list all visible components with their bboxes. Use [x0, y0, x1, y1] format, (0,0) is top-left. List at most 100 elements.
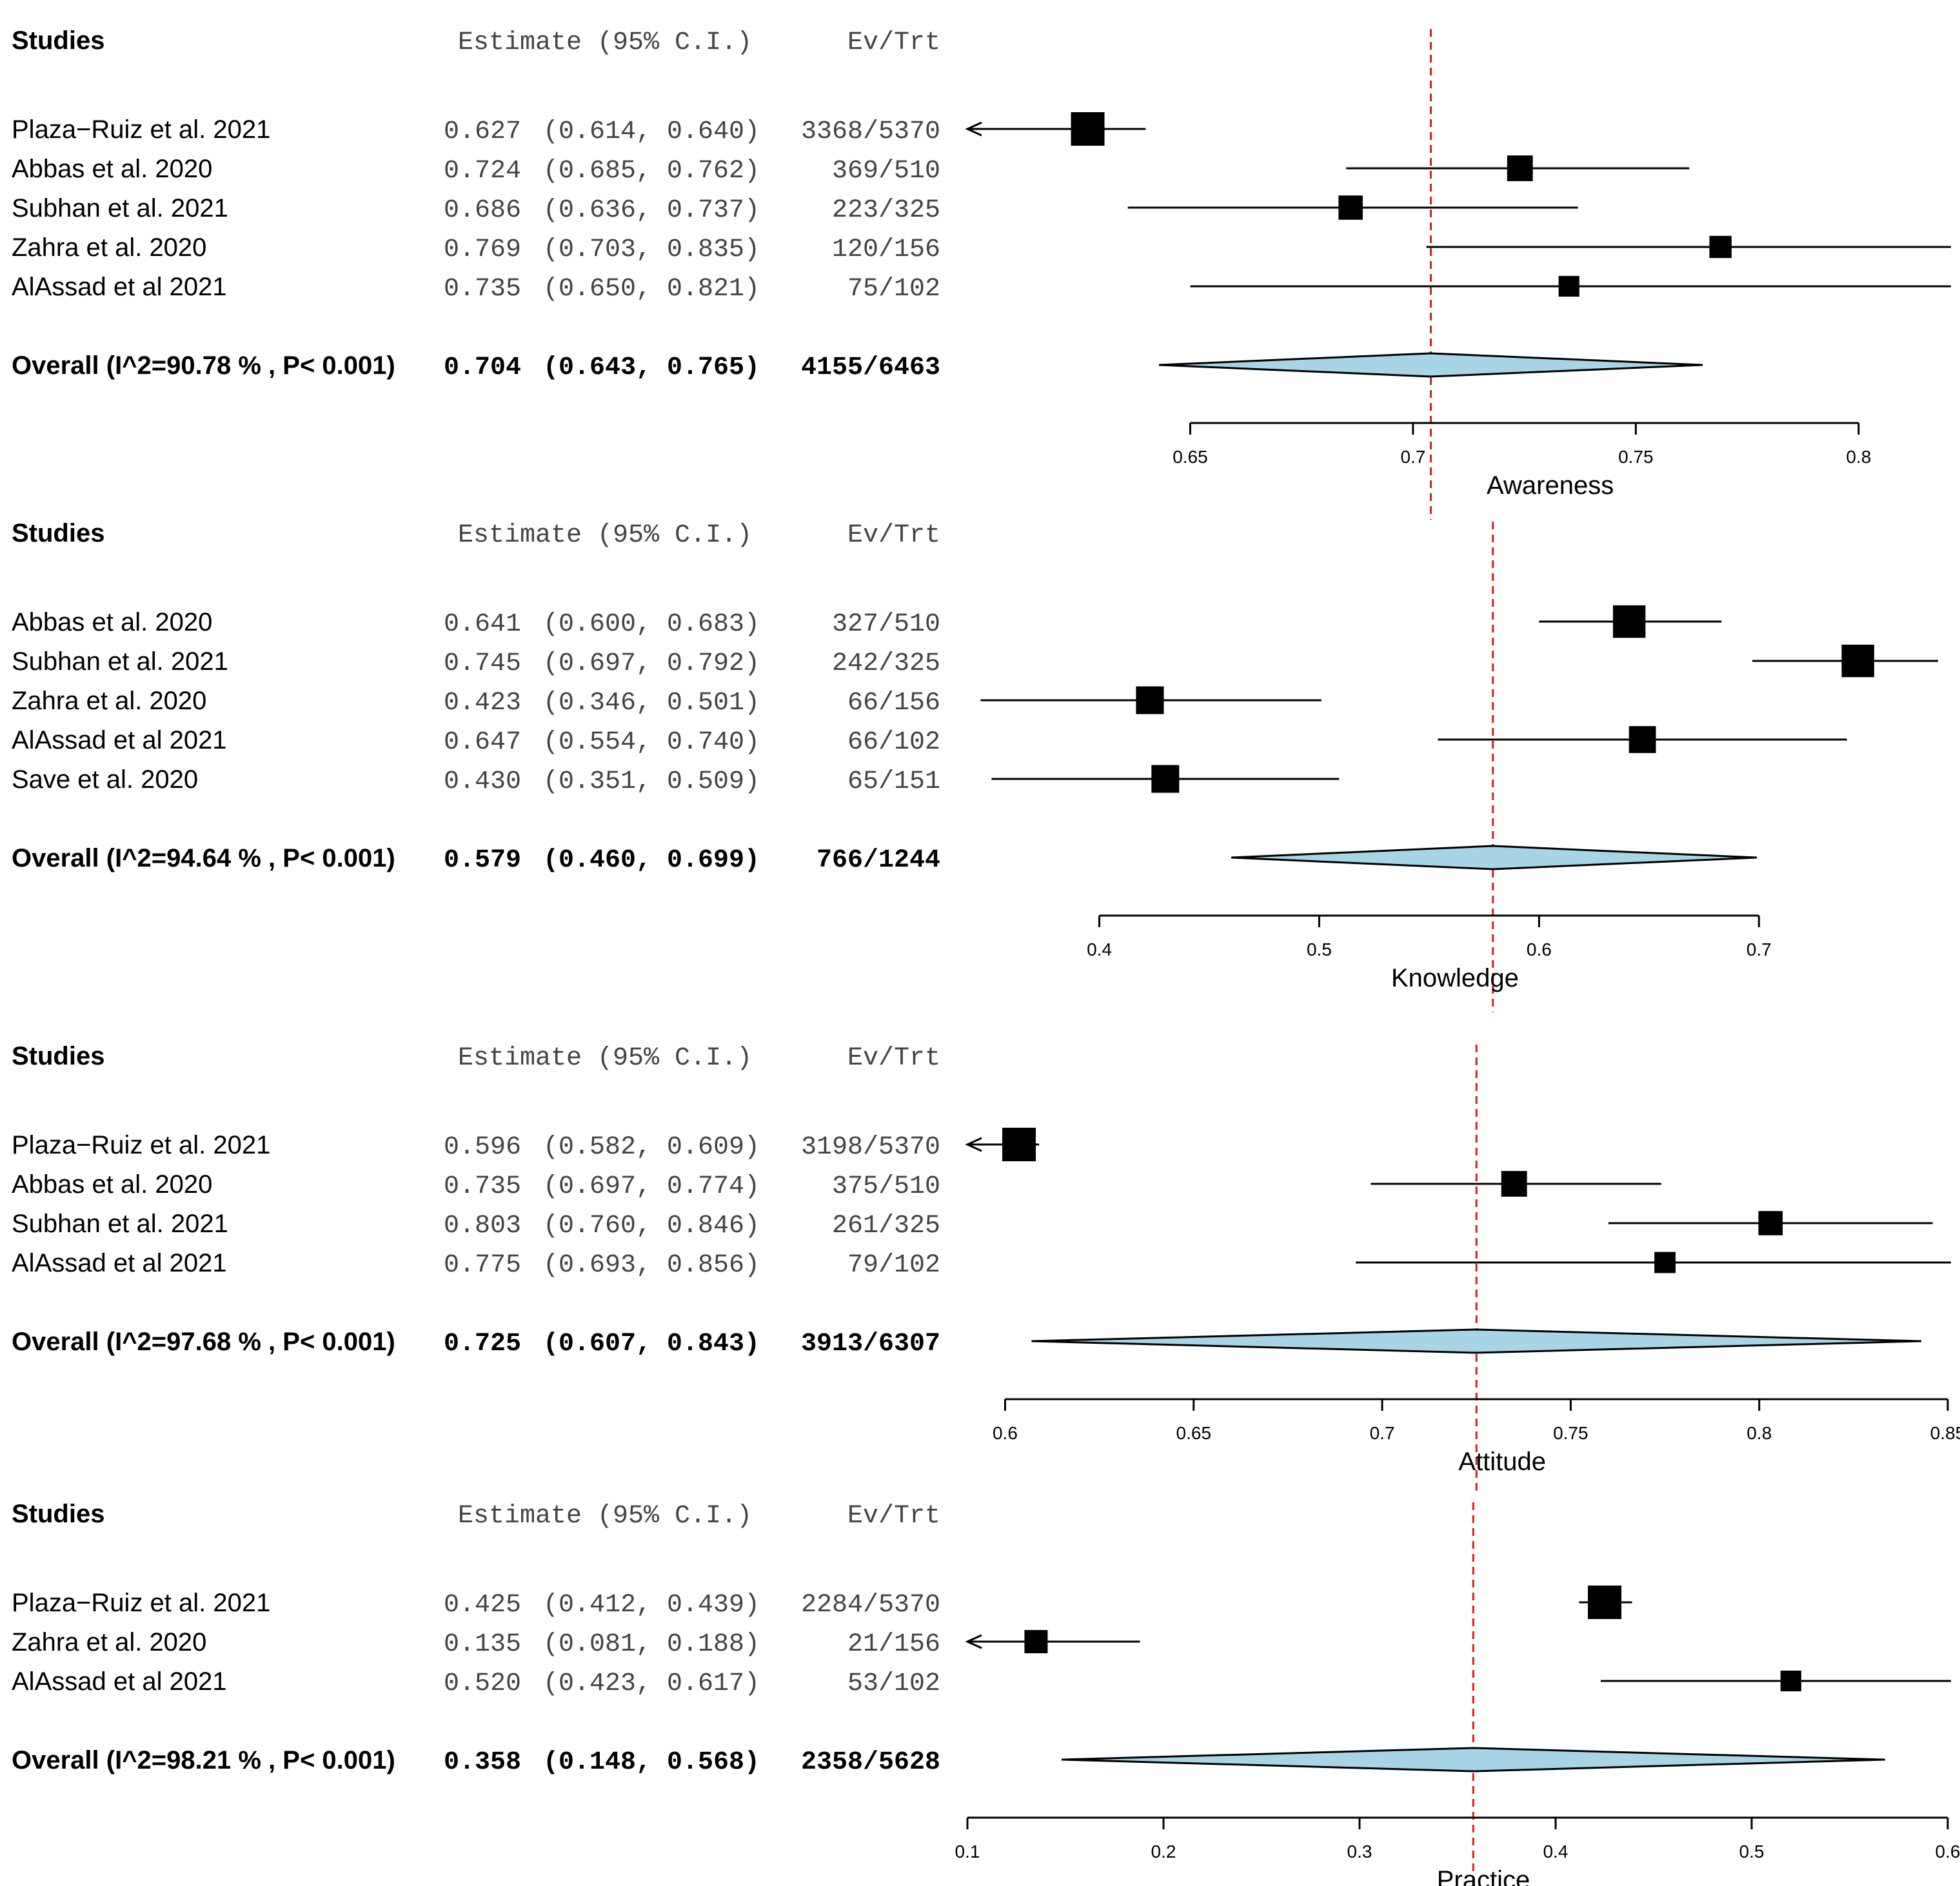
- x-tick-label: 0.5: [1739, 1842, 1765, 1861]
- study-ev-trt: 369/510: [832, 157, 940, 186]
- study-ci: (0.351, 0.509): [543, 767, 760, 796]
- study-name: Zahra et al. 2020: [12, 687, 206, 715]
- header-estimate: Estimate (95% C.I.): [458, 28, 752, 57]
- x-tick-label: 0.3: [1347, 1842, 1372, 1861]
- study-point: [1654, 1252, 1676, 1273]
- overall-label: Overall (I^2=94.64 % , P< 0.001): [12, 844, 395, 872]
- study-ev-trt: 120/156: [832, 235, 940, 264]
- header-estimate: Estimate (95% C.I.): [458, 1502, 752, 1531]
- study-point: [1136, 686, 1164, 714]
- x-tick-label: 0.2: [1151, 1842, 1176, 1861]
- header-studies: Studies: [12, 26, 104, 55]
- study-name: Abbas et al. 2020: [12, 155, 212, 183]
- study-name: AlAssad et al 2021: [12, 1667, 227, 1696]
- study-estimate: 0.647: [444, 728, 521, 757]
- x-tick-label: 0.6: [1527, 939, 1552, 959]
- study-estimate: 0.745: [444, 649, 521, 678]
- study-point: [1841, 644, 1874, 678]
- overall-ci: (0.643, 0.765): [543, 353, 760, 382]
- study-ev-trt: 327/510: [832, 610, 940, 639]
- forest-panel-practice: Studies Estimate (95% C.I.) Ev/Trt Plaza−Ru…: [12, 1500, 1960, 1886]
- study-name: Subhan et al. 2021: [12, 194, 228, 222]
- overall-estimate: 0.358: [444, 1748, 521, 1777]
- study-estimate: 0.423: [444, 689, 521, 718]
- x-tick-label: 0.8: [1747, 1423, 1772, 1443]
- study-name: Subhan et al. 2021: [12, 647, 228, 676]
- study-name: Save et al. 2020: [12, 765, 198, 794]
- study-point: [1501, 1171, 1527, 1197]
- study-ci: (0.600, 0.683): [543, 610, 760, 639]
- header-estimate: Estimate (95% C.I.): [458, 1044, 752, 1073]
- study-point: [1709, 235, 1732, 259]
- study-point: [1558, 275, 1579, 297]
- x-tick-label: 0.75: [1553, 1423, 1589, 1443]
- study-ev-trt: 242/325: [832, 649, 940, 678]
- x-tick-label: 0.4: [1087, 939, 1112, 959]
- study-point: [1780, 1670, 1801, 1692]
- x-tick-label: 0.6: [1935, 1842, 1960, 1861]
- overall-estimate: 0.725: [444, 1330, 521, 1359]
- x-tick-label: 0.6: [993, 1423, 1018, 1443]
- study-estimate: 0.686: [444, 196, 521, 225]
- x-tick-label: 0.75: [1618, 447, 1654, 467]
- study-ci: (0.703, 0.835): [543, 235, 760, 264]
- study-ev-trt: 3198/5370: [801, 1133, 940, 1162]
- study-name: Abbas et al. 2020: [12, 1170, 212, 1199]
- study-point: [1758, 1211, 1783, 1235]
- clip-arrow: [965, 1634, 982, 1649]
- study-estimate: 0.724: [444, 157, 521, 186]
- study-ci: (0.697, 0.792): [543, 649, 760, 678]
- study-name: Zahra et al. 2020: [12, 1628, 206, 1656]
- x-tick-label: 0.65: [1173, 447, 1208, 467]
- study-ci: (0.636, 0.737): [543, 196, 760, 225]
- x-axis-title: Practice: [1437, 1866, 1530, 1886]
- clip-arrow: [965, 1137, 982, 1152]
- clip-arrow: [965, 121, 982, 137]
- forest-panel-awareness: Studies Estimate (95% C.I.) Ev/Trt Plaza−Ru…: [12, 26, 1951, 520]
- overall-diamond: [1231, 845, 1757, 870]
- study-estimate: 0.735: [444, 275, 521, 304]
- x-tick-label: 0.85: [1930, 1423, 1960, 1443]
- overall-ev-trt: 4155/6463: [801, 353, 940, 382]
- study-ev-trt: 21/156: [847, 1630, 940, 1659]
- study-name: Subhan et al. 2021: [12, 1210, 228, 1238]
- study-point: [1024, 1630, 1048, 1653]
- study-ci: (0.614, 0.640): [543, 117, 760, 146]
- header-estimate: Estimate (95% C.I.): [458, 521, 752, 550]
- header-ev-trt: Ev/Trt: [847, 28, 940, 57]
- forest-panel-attitude: Studies Estimate (95% C.I.) Ev/Trt Plaza−Ru…: [12, 1042, 1960, 1496]
- header-studies: Studies: [12, 1500, 104, 1528]
- header-ev-trt: Ev/Trt: [847, 521, 940, 550]
- study-name: AlAssad et al 2021: [12, 1249, 227, 1277]
- study-point: [1588, 1586, 1621, 1619]
- study-ci: (0.685, 0.762): [543, 157, 760, 186]
- study-name: Zahra et al. 2020: [12, 233, 206, 262]
- overall-diamond: [1159, 352, 1703, 378]
- study-name: AlAssad et al 2021: [12, 726, 227, 754]
- overall-ev-trt: 766/1244: [817, 846, 940, 875]
- overall-label: Overall (I^2=97.68 % , P< 0.001): [12, 1328, 395, 1356]
- overall-diamond: [1061, 1747, 1885, 1773]
- study-estimate: 0.769: [444, 235, 521, 264]
- study-estimate: 0.627: [444, 117, 521, 146]
- header-ev-trt: Ev/Trt: [847, 1502, 940, 1531]
- study-ci: (0.423, 0.617): [543, 1669, 760, 1698]
- overall-ci: (0.460, 0.699): [543, 846, 760, 875]
- study-ev-trt: 75/102: [847, 275, 940, 304]
- forest-panel-knowledge: Studies Estimate (95% C.I.) Ev/Trt Abbas et…: [12, 519, 1938, 1012]
- study-ev-trt: 66/102: [847, 728, 940, 757]
- x-tick-label: 0.1: [955, 1842, 980, 1861]
- x-tick-label: 0.5: [1307, 939, 1332, 959]
- study-name: Plaza−Ruiz et al. 2021: [12, 115, 270, 144]
- study-estimate: 0.520: [444, 1669, 521, 1698]
- study-ev-trt: 65/151: [847, 767, 940, 796]
- overall-label: Overall (I^2=90.78 % , P< 0.001): [12, 351, 395, 380]
- x-tick-label: 0.8: [1846, 447, 1871, 467]
- study-ev-trt: 53/102: [847, 1669, 940, 1698]
- study-point: [1151, 765, 1180, 793]
- study-point: [1002, 1128, 1036, 1161]
- x-tick-label: 0.7: [1400, 447, 1425, 467]
- study-ev-trt: 3368/5370: [801, 117, 940, 146]
- study-ci: (0.650, 0.821): [543, 275, 760, 304]
- study-estimate: 0.596: [444, 1133, 521, 1162]
